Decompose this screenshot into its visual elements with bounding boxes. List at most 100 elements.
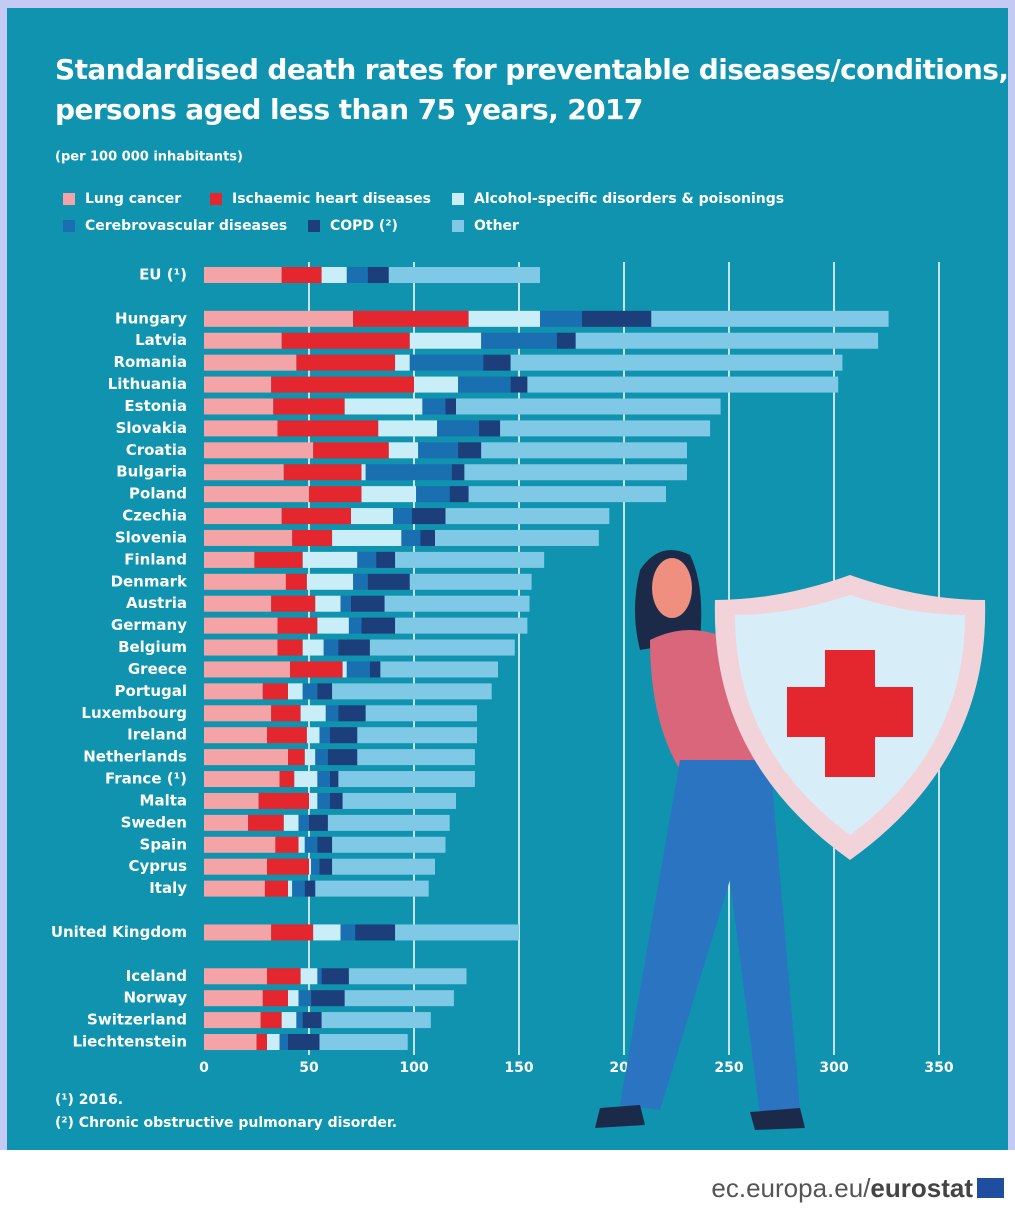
y-tick-label: Hungary: [115, 309, 187, 327]
bar-segment: [204, 486, 309, 503]
bar-segment: [357, 551, 377, 568]
bar-segment: [309, 486, 362, 503]
y-tick-label: Estonia: [124, 397, 187, 415]
bar-segment: [300, 968, 318, 985]
bar-segment: [204, 924, 272, 941]
bar-segment: [283, 464, 362, 481]
legend-label: Other: [474, 218, 519, 234]
bar-segment: [304, 749, 316, 766]
y-tick-label: Greece: [128, 660, 187, 678]
bar-segment: [315, 880, 429, 897]
bar-segment: [416, 486, 450, 503]
bar-segment: [281, 1012, 297, 1029]
source: ec.europa.eu/eurostat: [711, 1173, 973, 1203]
y-tick-label: Czechia: [122, 507, 187, 525]
bar-segment: [296, 354, 396, 371]
bar-segment: [277, 617, 318, 634]
bar-segment: [279, 771, 295, 788]
bar-segment: [204, 1012, 261, 1029]
bar-segment: [348, 968, 467, 985]
bar-segment: [298, 814, 309, 831]
legend-label: Lung cancer: [85, 191, 181, 207]
bar-segment: [309, 858, 312, 875]
y-tick-label: Austria: [126, 594, 187, 612]
legend-label: Alcohol-specific disorders & poisonings: [474, 191, 784, 207]
bar-segment: [302, 1012, 322, 1029]
x-tick-label: 350: [924, 1060, 953, 1076]
bar-segment: [281, 508, 351, 525]
bar-segment: [290, 661, 343, 678]
bar-segment: [204, 858, 267, 875]
bar-segment: [288, 990, 299, 1007]
bar-segment: [317, 617, 349, 634]
bar-segment: [204, 354, 297, 371]
bar-segment: [204, 639, 278, 656]
bar-segment: [271, 376, 414, 393]
bar-segment: [204, 551, 255, 568]
illustration: [595, 550, 986, 1130]
bar-segment: [204, 705, 272, 722]
bar-segment: [313, 442, 389, 459]
bar-segment: [346, 661, 370, 678]
bar-segment: [340, 924, 356, 941]
bar-segment: [445, 508, 610, 525]
bar-segment: [357, 727, 477, 744]
bar-segment: [267, 858, 309, 875]
bar-segment: [481, 442, 687, 459]
bar-segment: [510, 354, 843, 371]
bar-segment: [309, 814, 328, 831]
subtitle: (per 100 000 inhabitants): [55, 150, 243, 165]
bar-segment: [271, 705, 301, 722]
bar-segment: [292, 529, 333, 546]
bar-segment: [267, 968, 301, 985]
bar-segment: [204, 595, 272, 612]
x-tick-label: 150: [504, 1060, 533, 1076]
bar-segment: [204, 267, 282, 283]
bar-segment: [575, 332, 879, 349]
bar-segment: [311, 990, 345, 1007]
bar-segment: [327, 749, 358, 766]
bar-segment: [449, 486, 469, 503]
bar-segment: [456, 398, 721, 415]
bar-segment: [445, 398, 456, 415]
footnote: (¹) 2016.: [55, 1092, 123, 1108]
footnote: (²) Chronic obstructive pulmonary disord…: [55, 1115, 397, 1131]
source-domain: ec.europa.eu/: [711, 1173, 871, 1203]
bar-segment: [367, 573, 410, 590]
bar-segment: [437, 420, 480, 437]
y-tick-label: Belgium: [118, 638, 187, 656]
bar-segment: [346, 267, 368, 283]
bar-segment: [309, 792, 318, 809]
bar-segment: [260, 1012, 282, 1029]
bar-segment: [254, 551, 303, 568]
y-tick-label: Lithuania: [108, 375, 187, 393]
bar-segment: [458, 376, 511, 393]
bar-segment: [279, 1034, 288, 1050]
bar-segment: [204, 420, 278, 437]
bar-segment: [361, 464, 366, 481]
bar-segment: [369, 661, 381, 678]
bar-segment: [422, 398, 446, 415]
bar-segment: [275, 836, 299, 853]
bar-segment: [204, 573, 286, 590]
bar-segment: [344, 990, 454, 1007]
bar-segment: [204, 836, 276, 853]
bar-segment: [204, 508, 282, 525]
bar-segment: [273, 398, 345, 415]
y-tick-label: Iceland: [126, 967, 187, 985]
bar-segment: [321, 968, 349, 985]
bar-segment: [409, 573, 532, 590]
bar-segment: [248, 814, 284, 831]
bar-segment: [302, 639, 324, 656]
bar-segment: [479, 420, 501, 437]
y-tick-label: Spain: [140, 835, 187, 853]
bar-segment: [204, 464, 284, 481]
legend-swatch: [308, 220, 320, 232]
bar-segment: [384, 595, 530, 612]
legend-label: COPD (²): [330, 218, 398, 234]
bar-segment: [369, 639, 515, 656]
bar-segment: [302, 683, 318, 700]
bar-segment: [582, 310, 652, 327]
